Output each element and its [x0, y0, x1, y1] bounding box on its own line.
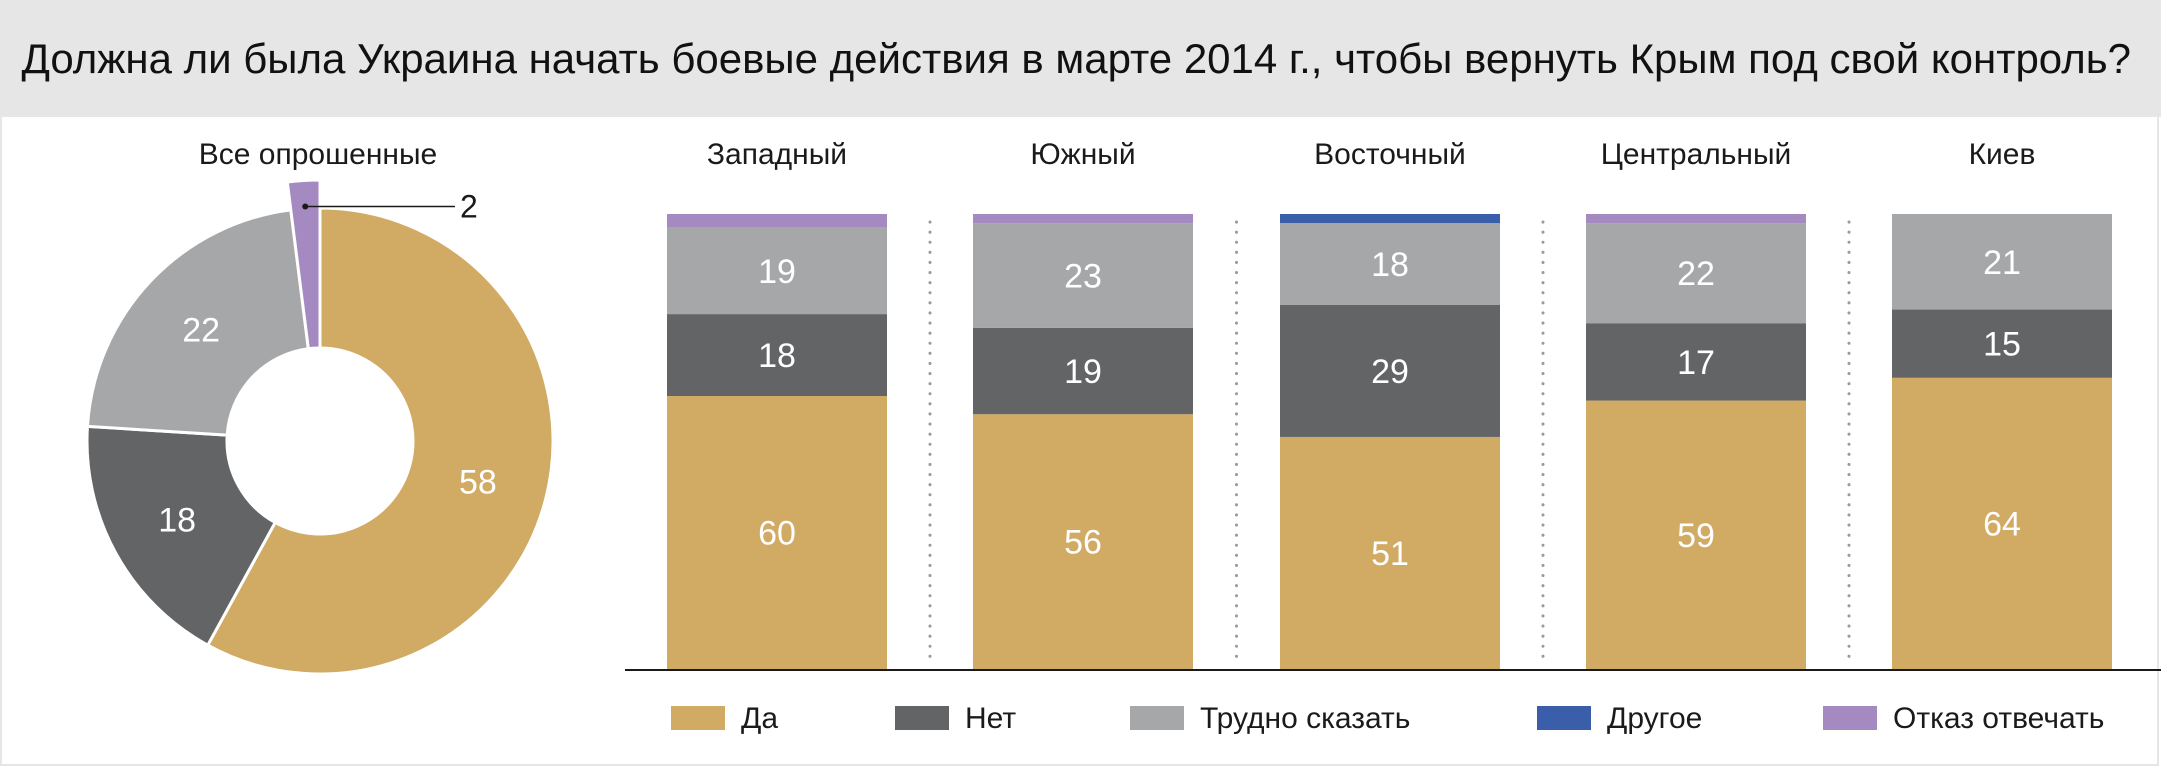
- title-bar: Должна ли была Украина начать боевые дей…: [0, 0, 2161, 117]
- bar-category-label: Центральный: [1601, 138, 1792, 171]
- bar-category-label: Южный: [1030, 138, 1135, 171]
- pie-title: Все опрошенные: [199, 138, 437, 171]
- bar-value-label: 18: [758, 337, 796, 375]
- legend-label: Отказ отвечать: [1893, 702, 2104, 735]
- bar-value-label: 15: [1983, 326, 2021, 364]
- chart-frame: [0, 117, 2159, 766]
- bar-segment-отказ-отвечать: [1586, 214, 1806, 224]
- bar-segment-трудно-сказать: [667, 227, 887, 315]
- bar-segment-да: [1280, 436, 1500, 669]
- bar-value-label: 23: [1064, 257, 1102, 295]
- bar-segment-трудно-сказать: [1280, 223, 1500, 305]
- legend-swatch-да: [671, 706, 725, 730]
- legend-swatch-отказ-отвечать: [1823, 706, 1877, 730]
- pie-slice-нет: [85, 424, 278, 648]
- bar-segment-да: [1586, 400, 1806, 669]
- bar-category-label: Западный: [707, 138, 847, 171]
- bar-segment-отказ-отвечать: [973, 214, 1193, 224]
- bar-value-label: 22: [1677, 255, 1715, 293]
- bar-value-label: 51: [1371, 535, 1409, 573]
- legend-label: Трудно сказать: [1200, 702, 1410, 735]
- bar-segment-да: [667, 396, 887, 669]
- bar-value-label: 56: [1064, 524, 1102, 562]
- legend-label: Нет: [965, 702, 1016, 735]
- bar-segment-трудно-сказать: [1892, 214, 2112, 310]
- bar-value-label: 19: [758, 253, 796, 291]
- bar-segment-трудно-сказать: [973, 223, 1193, 328]
- pie-slice-да: [205, 206, 555, 676]
- bar-category-label: Восточный: [1314, 138, 1466, 171]
- bar-segment-нет: [1280, 305, 1500, 437]
- legend-label: Да: [741, 702, 778, 735]
- bar-value-label: 60: [758, 515, 796, 553]
- bar-category-label: Киев: [1969, 138, 2036, 171]
- bar-segment-да: [1892, 377, 2112, 669]
- bar-value-label: 29: [1371, 353, 1409, 391]
- bar-value-label: 18: [1371, 246, 1409, 284]
- bar-segment-отказ-отвечать: [667, 214, 887, 228]
- legend-swatch-нет: [895, 706, 949, 730]
- bar-value-label: 64: [1983, 505, 2021, 543]
- pie-slice-label: 2: [460, 188, 478, 224]
- legend-swatch-трудно-сказать: [1130, 706, 1184, 730]
- bar-value-label: 21: [1983, 244, 2021, 282]
- bar-segment-нет: [1586, 323, 1806, 401]
- pie-slice-label: 18: [158, 502, 196, 540]
- pie-slice-трудно-сказать: [85, 208, 311, 437]
- bar-segment-нет: [973, 327, 1193, 415]
- pie-slice-label: 58: [459, 464, 497, 502]
- legend-label: Другое: [1607, 702, 1702, 735]
- bar-segment-другое: [1280, 214, 1500, 224]
- pie-slice-label: 22: [182, 311, 220, 349]
- bar-value-label: 59: [1677, 517, 1715, 555]
- bar-segment-нет: [1892, 309, 2112, 378]
- chart-title: Должна ли была Украина начать боевые дей…: [21, 34, 2131, 82]
- bar-segment-да: [973, 414, 1193, 669]
- pie-slice-отказ-отвечать: [285, 178, 322, 351]
- bar-segment-трудно-сказать: [1586, 223, 1806, 324]
- bar-segment-нет: [667, 314, 887, 396]
- bar-value-label: 17: [1677, 344, 1715, 382]
- legend-swatch-другое: [1537, 706, 1591, 730]
- bar-value-label: 19: [1064, 353, 1102, 391]
